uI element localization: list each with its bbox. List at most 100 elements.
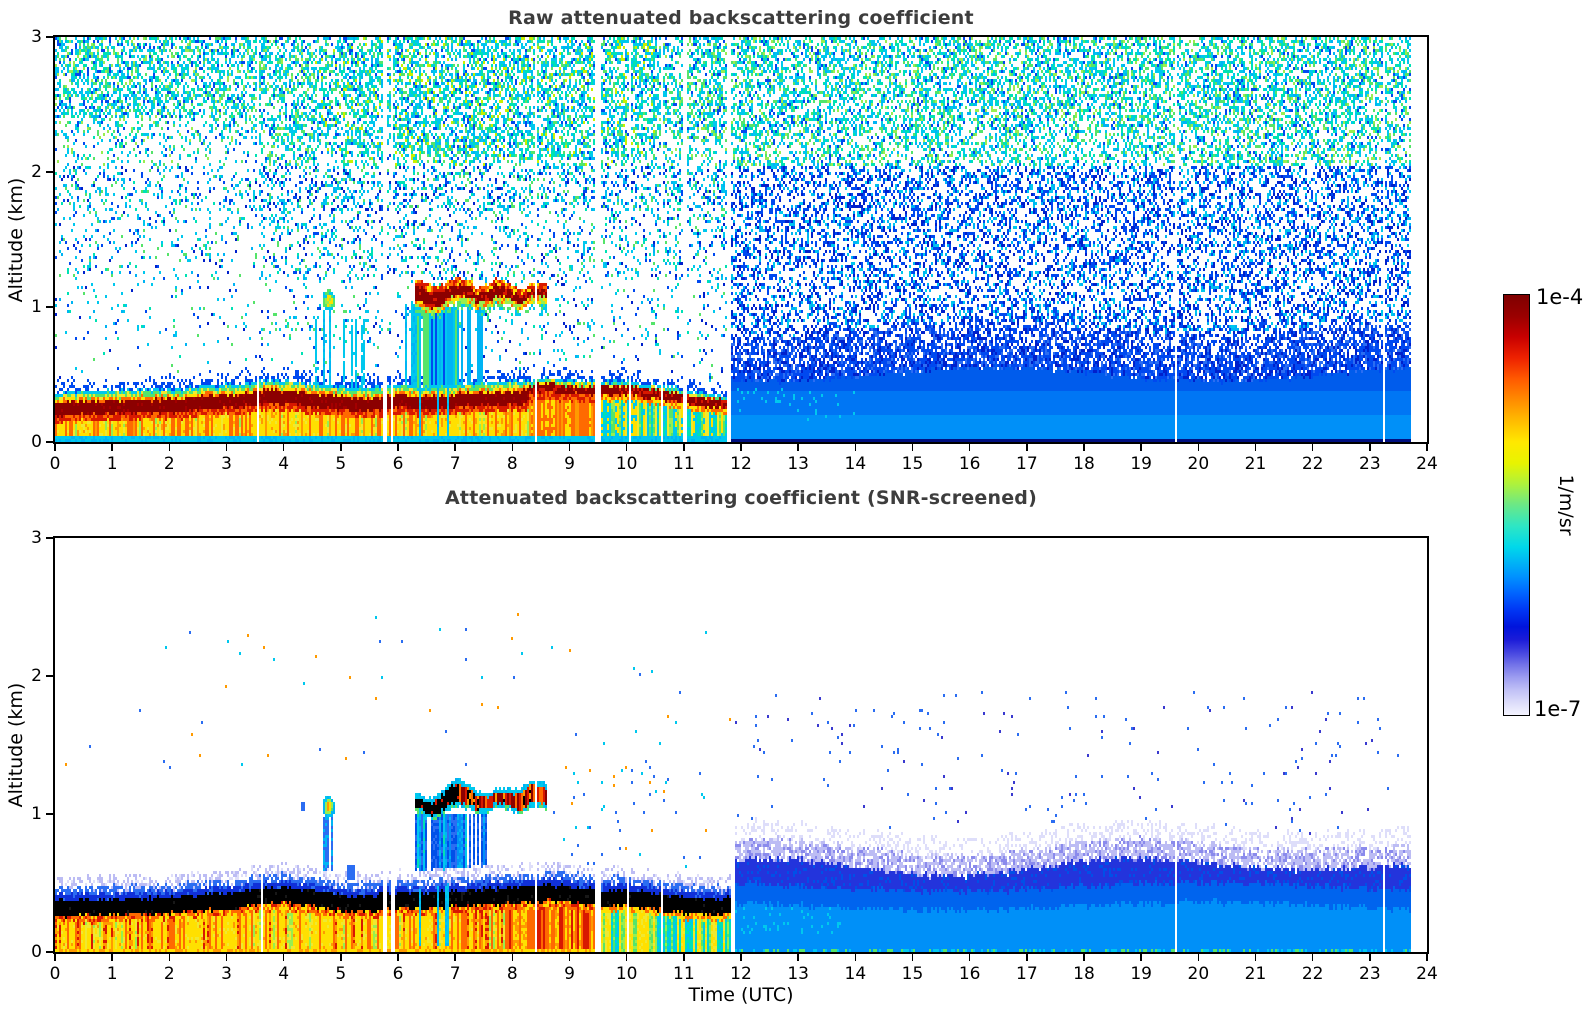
x-tick bbox=[625, 954, 628, 961]
x-tick bbox=[911, 954, 914, 961]
x-tick bbox=[168, 444, 171, 451]
x-tick bbox=[1254, 444, 1257, 451]
x-tick-label: 22 bbox=[1301, 964, 1324, 984]
x-tick-label: 18 bbox=[1073, 454, 1095, 474]
x-tick bbox=[1254, 954, 1257, 961]
x-tick bbox=[1426, 954, 1428, 961]
x-tick bbox=[854, 954, 857, 961]
x-tick bbox=[454, 444, 456, 451]
x-tick-label: 22 bbox=[1301, 454, 1324, 474]
top-plot-ylabel: Altitude (km) bbox=[5, 177, 27, 303]
x-tick-label: 20 bbox=[1187, 964, 1210, 984]
x-tick-label: 24 bbox=[1416, 964, 1438, 984]
colorbar-gradient bbox=[1504, 295, 1529, 715]
x-tick-label: 23 bbox=[1359, 454, 1381, 474]
x-tick bbox=[683, 954, 685, 961]
xaxis-label: Time (UTC) bbox=[688, 984, 794, 1006]
x-tick bbox=[511, 444, 514, 451]
x-tick bbox=[1083, 444, 1085, 451]
x-tick-label: 12 bbox=[730, 964, 752, 984]
x-tick bbox=[111, 954, 113, 961]
y-tick-label: 1 bbox=[31, 804, 42, 824]
y-tick bbox=[46, 813, 53, 815]
x-tick bbox=[568, 444, 571, 451]
y-tick-label: 1 bbox=[31, 297, 42, 317]
bottom-plot-heatmap bbox=[55, 538, 1427, 952]
x-tick bbox=[454, 954, 456, 961]
x-tick-label: 19 bbox=[1130, 964, 1152, 984]
x-tick-label: 0 bbox=[49, 454, 61, 474]
bottom-plot-title: Attenuated backscattering coefficient (S… bbox=[445, 487, 1037, 509]
colorbar-max-label: 1e-4 bbox=[1536, 285, 1584, 309]
x-tick-label: 7 bbox=[449, 964, 461, 984]
x-tick bbox=[1311, 444, 1314, 451]
colorbar-min-label: 1e-7 bbox=[1534, 697, 1582, 721]
x-tick-label: 2 bbox=[163, 964, 175, 984]
x-tick-label: 4 bbox=[278, 964, 290, 984]
x-tick-label: 7 bbox=[449, 454, 461, 474]
y-tick bbox=[46, 171, 53, 173]
y-tick-label: 2 bbox=[31, 162, 42, 182]
x-tick-label: 21 bbox=[1244, 454, 1267, 474]
x-tick bbox=[568, 954, 571, 961]
x-tick-label: 12 bbox=[730, 454, 752, 474]
y-tick-label: 2 bbox=[31, 666, 42, 686]
x-tick-label: 20 bbox=[1187, 454, 1210, 474]
x-tick-label: 15 bbox=[901, 964, 924, 984]
y-tick bbox=[46, 537, 53, 539]
x-tick-label: 4 bbox=[278, 454, 290, 474]
x-tick-label: 6 bbox=[392, 964, 404, 984]
x-tick bbox=[625, 444, 628, 451]
x-tick-label: 14 bbox=[844, 454, 867, 474]
x-tick-label: 0 bbox=[49, 964, 61, 984]
x-tick bbox=[54, 954, 56, 961]
x-tick bbox=[168, 954, 171, 961]
x-tick-label: 18 bbox=[1073, 964, 1095, 984]
x-tick-label: 13 bbox=[787, 454, 809, 474]
x-tick bbox=[340, 954, 342, 961]
x-tick bbox=[511, 954, 514, 961]
y-tick-label: 3 bbox=[31, 27, 42, 47]
x-tick bbox=[111, 444, 113, 451]
x-tick-label: 17 bbox=[1016, 964, 1038, 984]
x-tick-label: 24 bbox=[1416, 454, 1438, 474]
x-tick-label: 5 bbox=[335, 964, 347, 984]
y-tick-label: 0 bbox=[31, 432, 42, 452]
x-tick-label: 3 bbox=[221, 454, 232, 474]
top-plot-frame bbox=[53, 35, 1429, 444]
x-tick-label: 13 bbox=[787, 964, 809, 984]
x-tick-label: 17 bbox=[1016, 454, 1038, 474]
x-tick bbox=[968, 954, 971, 961]
x-tick bbox=[1140, 444, 1142, 451]
x-tick-label: 16 bbox=[958, 454, 981, 474]
y-tick bbox=[46, 675, 53, 677]
y-tick bbox=[46, 441, 53, 443]
x-tick-label: 8 bbox=[506, 964, 518, 984]
x-tick-label: 14 bbox=[844, 964, 867, 984]
y-tick bbox=[46, 951, 53, 953]
x-tick bbox=[968, 444, 971, 451]
x-tick-label: 10 bbox=[615, 964, 638, 984]
x-tick bbox=[397, 444, 399, 451]
x-tick bbox=[1369, 444, 1371, 451]
x-tick bbox=[797, 444, 799, 451]
x-tick-label: 15 bbox=[901, 454, 924, 474]
x-tick bbox=[225, 444, 228, 451]
x-tick-label: 21 bbox=[1244, 964, 1267, 984]
x-tick bbox=[740, 444, 742, 451]
x-tick-label: 16 bbox=[958, 964, 981, 984]
x-tick-label: 1 bbox=[106, 964, 118, 984]
x-tick bbox=[1369, 954, 1371, 961]
bottom-plot-ylabel: Altitude (km) bbox=[5, 682, 27, 808]
x-tick bbox=[282, 444, 285, 451]
x-tick-label: 9 bbox=[564, 964, 575, 984]
x-tick bbox=[740, 954, 742, 961]
x-tick-label: 6 bbox=[392, 454, 404, 474]
bottom-plot-frame bbox=[53, 536, 1429, 954]
x-tick-label: 11 bbox=[673, 454, 695, 474]
colorbar bbox=[1503, 294, 1530, 716]
x-tick bbox=[1026, 444, 1028, 451]
x-tick bbox=[1197, 444, 1200, 451]
x-tick bbox=[797, 954, 799, 961]
x-tick bbox=[911, 444, 914, 451]
